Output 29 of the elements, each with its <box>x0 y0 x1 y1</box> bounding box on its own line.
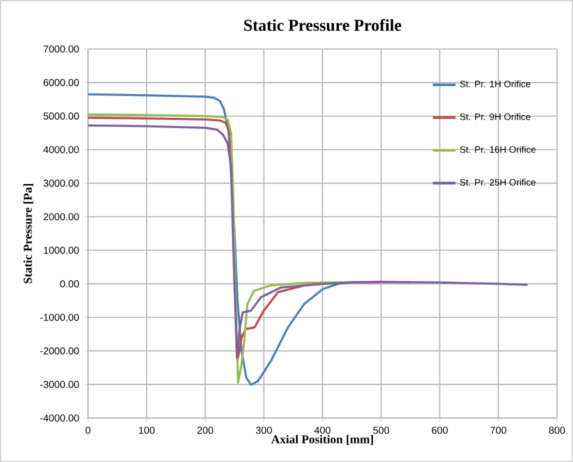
y-tick-label: 3000.00 <box>44 180 79 187</box>
x-axis-title: Axial Position [mm] <box>271 434 373 445</box>
y-tick-label: -1000.00 <box>40 314 79 321</box>
x-tick-label: 700 <box>490 426 506 434</box>
y-axis-title: Static Pressure [Pa] <box>23 184 34 284</box>
x-tick-label: 400 <box>314 426 330 434</box>
legend-label: St. Pr. 25H Orifice <box>460 178 536 186</box>
x-tick-label: 600 <box>432 426 448 434</box>
y-tick-label: -4000.00 <box>40 414 79 422</box>
x-tick-label: 100 <box>139 426 155 434</box>
x-tick-label: 300 <box>256 426 272 434</box>
y-tick-label: 1000.00 <box>44 246 79 254</box>
y-tick-label: 2000.00 <box>44 213 79 220</box>
y-tick-label: -3000.00 <box>40 380 79 388</box>
x-tick-label: 200 <box>197 426 214 434</box>
x-tick-label: 500 <box>373 426 390 434</box>
legend-label: St. Pr. 1H Orifice <box>460 80 530 88</box>
x-tick-label: 0 <box>86 426 90 434</box>
y-tick-label: -2000.00 <box>40 347 79 354</box>
legend-label: St. Pr. 9H Orifice <box>460 113 530 120</box>
y-tick-label: 7000.00 <box>44 45 79 53</box>
y-tick-label: 5000.00 <box>44 112 79 120</box>
legend-label: St. Pr. 16H Orifice <box>460 146 536 153</box>
y-tick-label: 4000.00 <box>43 146 79 154</box>
line-series <box>88 113 353 384</box>
chart-title: Static Pressure Profile <box>244 19 402 31</box>
y-tick-label: 6000.00 <box>44 79 79 86</box>
y-tick-label: 0.00 <box>60 280 79 288</box>
x-tick-label: 800 <box>549 426 565 434</box>
